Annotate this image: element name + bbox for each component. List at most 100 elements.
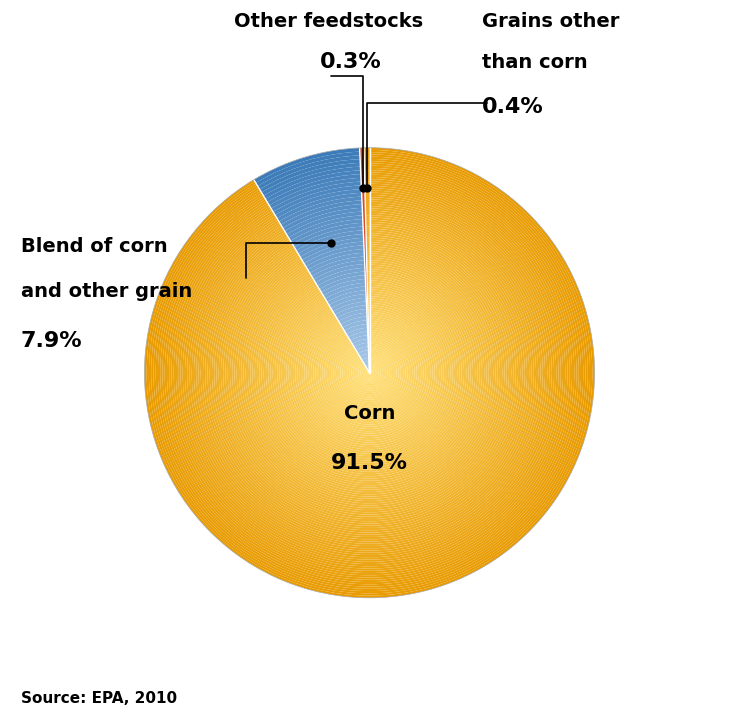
Wedge shape bbox=[180, 184, 559, 562]
Wedge shape bbox=[253, 148, 360, 183]
Wedge shape bbox=[194, 197, 545, 548]
Wedge shape bbox=[367, 370, 372, 375]
Wedge shape bbox=[310, 257, 364, 276]
Wedge shape bbox=[312, 260, 365, 279]
Wedge shape bbox=[360, 147, 370, 373]
Wedge shape bbox=[217, 220, 522, 526]
Wedge shape bbox=[275, 189, 361, 218]
Text: 0.4%: 0.4% bbox=[482, 97, 544, 117]
Wedge shape bbox=[309, 312, 430, 434]
Wedge shape bbox=[253, 256, 486, 489]
Wedge shape bbox=[295, 299, 444, 447]
Wedge shape bbox=[358, 362, 381, 384]
Text: Other feedstocks: Other feedstocks bbox=[234, 12, 423, 31]
Wedge shape bbox=[367, 260, 370, 272]
Wedge shape bbox=[201, 204, 538, 542]
Wedge shape bbox=[251, 254, 488, 492]
Wedge shape bbox=[290, 219, 363, 244]
Wedge shape bbox=[293, 223, 363, 247]
Wedge shape bbox=[273, 276, 466, 469]
Wedge shape bbox=[306, 249, 364, 270]
Wedge shape bbox=[248, 251, 491, 495]
Wedge shape bbox=[285, 208, 362, 234]
Wedge shape bbox=[368, 317, 370, 328]
Wedge shape bbox=[331, 298, 367, 312]
Wedge shape bbox=[369, 339, 370, 350]
Text: 7.9%: 7.9% bbox=[21, 331, 82, 351]
Wedge shape bbox=[149, 152, 590, 594]
Wedge shape bbox=[350, 353, 389, 393]
Wedge shape bbox=[338, 341, 401, 404]
Wedge shape bbox=[288, 215, 363, 241]
Wedge shape bbox=[239, 242, 500, 503]
Text: 91.5%: 91.5% bbox=[331, 453, 408, 473]
Wedge shape bbox=[342, 346, 397, 400]
Wedge shape bbox=[300, 303, 439, 442]
Wedge shape bbox=[189, 193, 550, 553]
Wedge shape bbox=[281, 200, 362, 228]
Wedge shape bbox=[364, 362, 370, 367]
Wedge shape bbox=[225, 228, 514, 517]
Wedge shape bbox=[335, 305, 367, 318]
Wedge shape bbox=[298, 234, 364, 257]
Wedge shape bbox=[287, 212, 363, 238]
Wedge shape bbox=[298, 301, 441, 445]
Wedge shape bbox=[362, 358, 369, 363]
Wedge shape bbox=[327, 291, 366, 305]
Wedge shape bbox=[290, 294, 449, 452]
Wedge shape bbox=[340, 343, 399, 402]
Wedge shape bbox=[277, 193, 362, 221]
Wedge shape bbox=[284, 287, 455, 458]
Wedge shape bbox=[277, 281, 462, 465]
Text: Grains other: Grains other bbox=[482, 12, 619, 31]
Wedge shape bbox=[318, 321, 421, 424]
Wedge shape bbox=[337, 309, 367, 321]
Wedge shape bbox=[333, 301, 367, 315]
Wedge shape bbox=[322, 325, 417, 420]
Wedge shape bbox=[264, 267, 475, 479]
Wedge shape bbox=[256, 152, 360, 186]
Wedge shape bbox=[316, 319, 423, 427]
Wedge shape bbox=[219, 222, 520, 523]
Wedge shape bbox=[304, 245, 364, 267]
Wedge shape bbox=[264, 166, 361, 199]
Wedge shape bbox=[318, 272, 365, 289]
Wedge shape bbox=[266, 269, 473, 476]
Wedge shape bbox=[344, 348, 395, 398]
Wedge shape bbox=[347, 350, 392, 395]
Wedge shape bbox=[176, 179, 563, 566]
Wedge shape bbox=[329, 294, 367, 309]
Wedge shape bbox=[302, 305, 437, 440]
Wedge shape bbox=[365, 193, 370, 204]
Wedge shape bbox=[324, 328, 415, 418]
Wedge shape bbox=[313, 317, 426, 429]
Wedge shape bbox=[191, 195, 548, 550]
Wedge shape bbox=[350, 335, 368, 344]
Wedge shape bbox=[203, 206, 536, 539]
Wedge shape bbox=[185, 188, 554, 557]
Wedge shape bbox=[288, 291, 451, 454]
Wedge shape bbox=[273, 185, 361, 215]
Wedge shape bbox=[353, 339, 368, 347]
Wedge shape bbox=[232, 236, 507, 510]
Wedge shape bbox=[356, 346, 369, 354]
Wedge shape bbox=[230, 234, 509, 513]
Wedge shape bbox=[364, 159, 370, 170]
Wedge shape bbox=[171, 175, 568, 571]
Wedge shape bbox=[321, 279, 366, 296]
Wedge shape bbox=[327, 330, 412, 416]
Wedge shape bbox=[360, 354, 369, 360]
Wedge shape bbox=[356, 359, 383, 386]
Text: and other grain: and other grain bbox=[21, 282, 192, 301]
Wedge shape bbox=[348, 332, 368, 341]
Wedge shape bbox=[293, 296, 446, 449]
Wedge shape bbox=[158, 161, 581, 584]
Wedge shape bbox=[319, 275, 365, 292]
Text: Source: EPA, 2010: Source: EPA, 2010 bbox=[21, 691, 177, 706]
Wedge shape bbox=[243, 247, 496, 499]
Wedge shape bbox=[174, 177, 565, 568]
Wedge shape bbox=[311, 315, 428, 432]
Wedge shape bbox=[367, 283, 370, 294]
Wedge shape bbox=[279, 283, 460, 463]
Wedge shape bbox=[316, 268, 365, 286]
